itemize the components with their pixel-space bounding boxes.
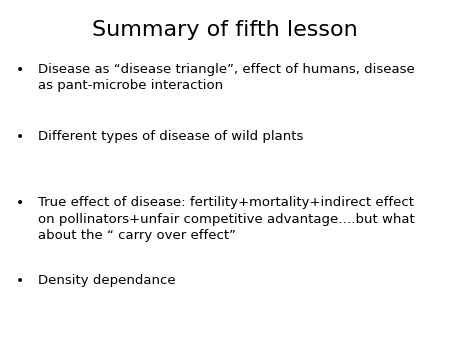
Text: •: • (16, 196, 24, 210)
Text: •: • (16, 130, 24, 144)
Text: Density dependance: Density dependance (38, 274, 176, 287)
Text: •: • (16, 274, 24, 288)
Text: Disease as “disease triangle”, effect of humans, disease
as pant-microbe interac: Disease as “disease triangle”, effect of… (38, 63, 415, 92)
Text: Summary of fifth lesson: Summary of fifth lesson (92, 20, 358, 40)
Text: Different types of disease of wild plants: Different types of disease of wild plant… (38, 130, 304, 143)
Text: •: • (16, 63, 24, 76)
Text: True effect of disease: fertility+mortality+indirect effect
on pollinators+unfai: True effect of disease: fertility+mortal… (38, 196, 415, 242)
